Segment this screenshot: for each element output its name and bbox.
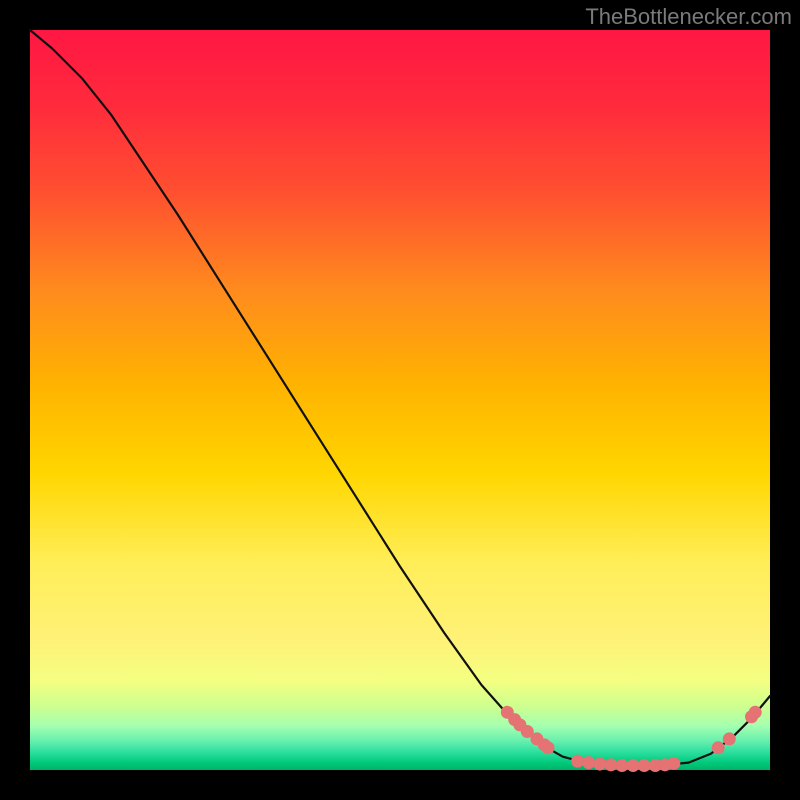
data-marker (712, 742, 724, 754)
data-marker (616, 760, 628, 772)
data-marker (542, 742, 554, 754)
data-marker (572, 755, 584, 767)
data-marker (668, 757, 680, 769)
data-marker (605, 759, 617, 771)
bottleneck-curve-chart (0, 0, 800, 800)
data-marker (723, 733, 735, 745)
plot-background (30, 30, 770, 770)
data-marker (594, 758, 606, 770)
data-marker (749, 706, 761, 718)
data-marker (583, 757, 595, 769)
data-marker (627, 760, 639, 772)
data-marker (638, 760, 650, 772)
watermark-label: TheBottlenecker.com (585, 4, 792, 30)
